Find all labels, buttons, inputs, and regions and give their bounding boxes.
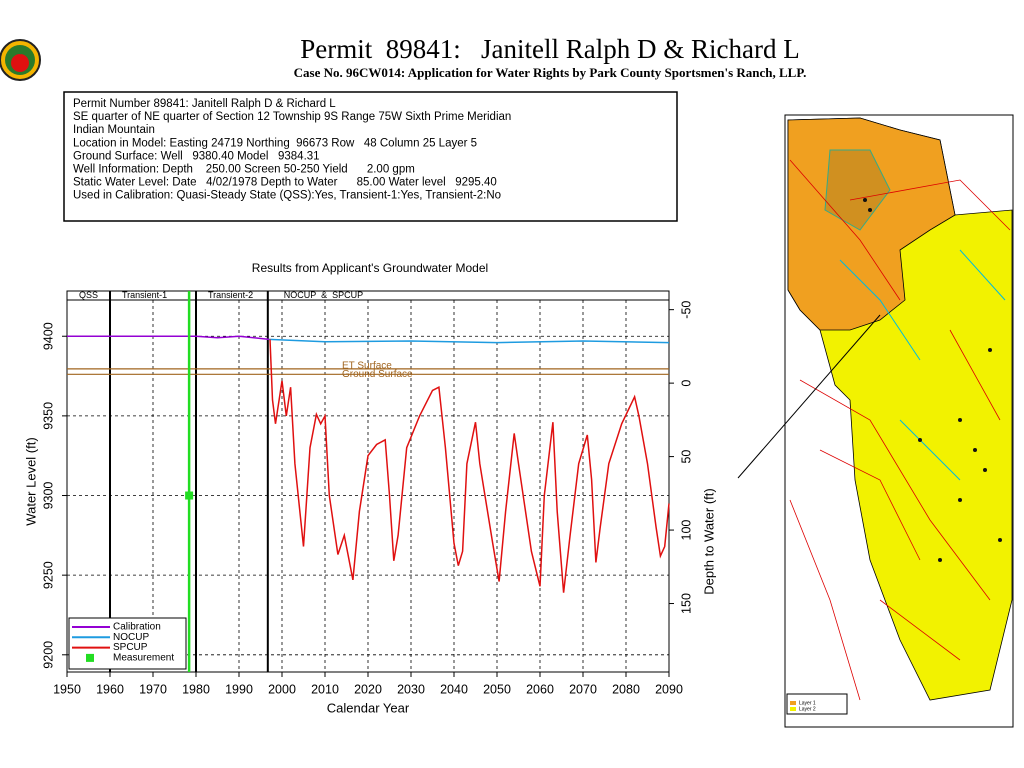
chart: Results from Applicant's Groundwater Mod… xyxy=(23,261,716,715)
x-tick-label: 1960 xyxy=(96,682,124,696)
period-label: NOCUP & SPCUP xyxy=(284,290,363,300)
chart-title: Results from Applicant's Groundwater Mod… xyxy=(252,261,488,275)
y2-tick-label: 0 xyxy=(679,380,693,387)
series-line xyxy=(67,335,270,341)
info-line: Static Water Level: Date 4/02/1978 Depth… xyxy=(73,177,497,189)
logo xyxy=(0,39,41,81)
series-line xyxy=(269,338,670,344)
x-tick-label: 2030 xyxy=(397,682,425,696)
map-legend: Layer 2 xyxy=(799,706,816,712)
x-tick-label: 2050 xyxy=(483,682,511,696)
measurement-point xyxy=(185,491,194,500)
x-tick-label: 1950 xyxy=(53,682,81,696)
page-title: Permit 89841: Janitell Ralph D & Richard… xyxy=(300,34,799,64)
y-tick-label: 9300 xyxy=(41,482,55,510)
y2-tick-label: 100 xyxy=(679,520,693,541)
page-subtitle: Case No. 96CW014: Application for Water … xyxy=(294,65,807,80)
legend-label: SPCUP xyxy=(113,642,148,653)
x-tick-label: 2010 xyxy=(311,682,339,696)
info-line: Well Information: Depth 250.00 Screen 50… xyxy=(73,164,415,176)
legend-label: NOCUP xyxy=(113,632,149,643)
y-tick-label: 9200 xyxy=(41,641,55,669)
info-line: Used in Calibration: Quasi-Steady State … xyxy=(73,190,501,202)
x-tick-label: 2020 xyxy=(354,682,382,696)
info-line: Ground Surface: Well 9380.40 Model 9384.… xyxy=(73,150,320,162)
map: Layer 1 Layer 2 xyxy=(737,114,1014,728)
y2-tick-label: 150 xyxy=(679,593,693,614)
x-tick-label: 2080 xyxy=(612,682,640,696)
x-tick-label: 1990 xyxy=(225,682,253,696)
info-line: Indian Mountain xyxy=(73,124,155,136)
reference-label: ET Surface xyxy=(342,361,392,372)
x-axis-label: Calendar Year xyxy=(327,700,410,715)
reference-label: Ground Surface xyxy=(342,369,413,380)
period-label: QSS xyxy=(79,290,98,300)
period-label: Transient-1 xyxy=(122,290,167,300)
x-tick-label: 2040 xyxy=(440,682,468,696)
x-tick-label: 2090 xyxy=(655,682,683,696)
info-line: Permit Number 89841: Janitell Ralph D & … xyxy=(73,98,336,110)
series-line xyxy=(269,339,670,593)
y-axis-label: Water Level (ft) xyxy=(23,437,38,525)
legend-label: Calibration xyxy=(113,622,161,633)
info-line: SE quarter of NE quarter of Section 12 T… xyxy=(73,111,511,123)
legend-label: Measurement xyxy=(113,653,174,664)
legend-swatch xyxy=(86,653,94,662)
x-tick-label: 1980 xyxy=(182,682,210,696)
y-tick-label: 9400 xyxy=(41,322,55,350)
info-line: Location in Model: Easting 24719 Northin… xyxy=(73,137,477,149)
x-tick-label: 2070 xyxy=(569,682,597,696)
period-label: Transient-2 xyxy=(208,290,253,300)
y2-axis-label: Depth to Water (ft) xyxy=(701,488,716,594)
y2-tick-label: -50 xyxy=(679,301,693,319)
y2-tick-label: 50 xyxy=(679,450,693,464)
x-tick-label: 2060 xyxy=(526,682,554,696)
y-tick-label: 9350 xyxy=(41,402,55,430)
y-tick-label: 9250 xyxy=(41,561,55,589)
x-tick-label: 1970 xyxy=(139,682,167,696)
info-box xyxy=(63,91,678,222)
info-lines: Permit Number 89841: Janitell Ralph D & … xyxy=(73,98,511,202)
map-legend: Layer 1 xyxy=(799,700,816,706)
x-tick-label: 2000 xyxy=(268,682,296,696)
